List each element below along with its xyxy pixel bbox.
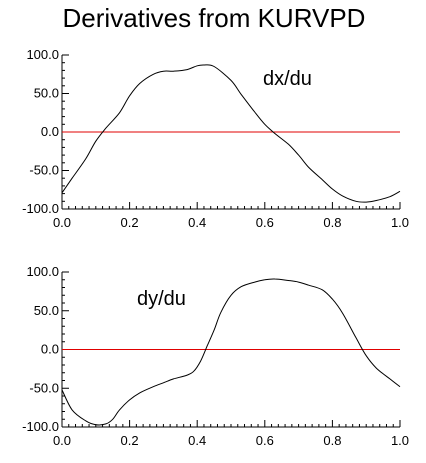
dx-du-y-tick-label: 50.0 bbox=[34, 86, 59, 101]
dy-du-x-tick-label: 0.8 bbox=[323, 433, 341, 448]
dy-du-y-tick-label: -50.0 bbox=[29, 380, 59, 395]
dy-du-y-tick-label: 100.0 bbox=[26, 264, 59, 279]
dy-du-series-line bbox=[61, 278, 401, 426]
dy-du-y-tick-label: 50.0 bbox=[34, 303, 59, 318]
dy-du-x-tick-label: 0.2 bbox=[121, 433, 139, 448]
dy-du-x-tick-label: 1.0 bbox=[391, 433, 409, 448]
dx-du-annotation: dx/du bbox=[263, 68, 312, 90]
dy-du-annotation: dy/du bbox=[137, 288, 186, 310]
dy-du-x-tick-label: 0.6 bbox=[256, 433, 274, 448]
dx-du-panel: 0.0 0.2 0.4 0.6 0.8 1.0 100.0 50.0 0.0 -50.0 -100.… bbox=[22, 47, 409, 230]
dy-du-x-tick-label: 0.0 bbox=[53, 433, 71, 448]
dy-du-y-tick-label: 0.0 bbox=[41, 342, 59, 357]
dx-du-y-tick-label: 100.0 bbox=[26, 47, 59, 62]
dx-du-series-line bbox=[61, 64, 401, 203]
dy-du-x-tick-label: 0.4 bbox=[188, 433, 206, 448]
dy-du-panel: 0.0 0.2 0.4 0.6 0.8 1.0 100.0 50.0 0.0 -50.0 -100.… bbox=[22, 264, 409, 448]
dx-du-y-tick-label: -100.0 bbox=[22, 201, 59, 216]
dx-du-x-tick-label: 0.4 bbox=[188, 215, 206, 230]
figure-title: Derivatives from KURVPD bbox=[63, 3, 366, 33]
dy-du-y-tick-label: -100.0 bbox=[22, 419, 59, 434]
dx-du-x-tick-label: 0.6 bbox=[256, 215, 274, 230]
dx-du-x-tick-label: 0.0 bbox=[53, 215, 71, 230]
dx-du-y-tick-label: -50.0 bbox=[29, 163, 59, 178]
dx-du-x-tick-label: 1.0 bbox=[391, 215, 409, 230]
dx-du-y-tick-label: 0.0 bbox=[41, 124, 59, 139]
dx-du-x-tick-label: 0.8 bbox=[323, 215, 341, 230]
dx-du-x-tick-label: 0.2 bbox=[121, 215, 139, 230]
